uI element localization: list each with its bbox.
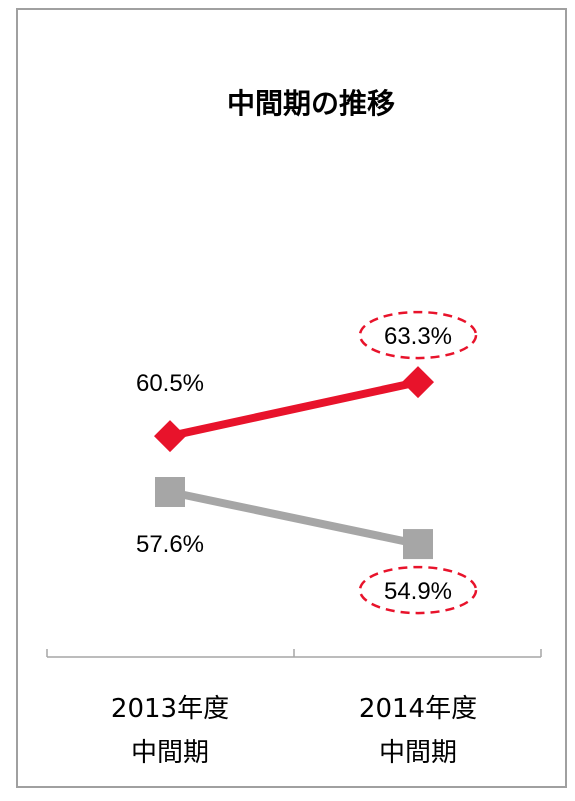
- data-labels: 60.5% 63.3% 57.6% 54.9%: [136, 310, 478, 615]
- data-label: 60.5%: [136, 370, 204, 397]
- data-point-square: [403, 529, 433, 560]
- data-point-diamond: [154, 420, 186, 453]
- chart-title: 中間期の推移: [227, 87, 395, 120]
- series-line: [166, 378, 422, 441]
- series-line: [166, 488, 422, 549]
- category-label: 中間期: [131, 738, 209, 768]
- category-label: 中間期: [379, 738, 457, 768]
- category-label: 2013年度: [111, 694, 229, 724]
- data-label: 57.6%: [136, 531, 204, 558]
- highlight-ellipse: [358, 565, 478, 615]
- series-layer: [154, 366, 434, 560]
- data-point-diamond: [402, 366, 434, 399]
- data-label: 54.9%: [384, 578, 452, 605]
- data-point-square: [155, 477, 185, 507]
- x-axis: [46, 649, 542, 658]
- highlight-ellipse: [358, 310, 478, 360]
- data-label: 63.3%: [384, 323, 452, 350]
- category-label: 2014年度: [359, 694, 477, 724]
- chart-frame: [16, 8, 567, 788]
